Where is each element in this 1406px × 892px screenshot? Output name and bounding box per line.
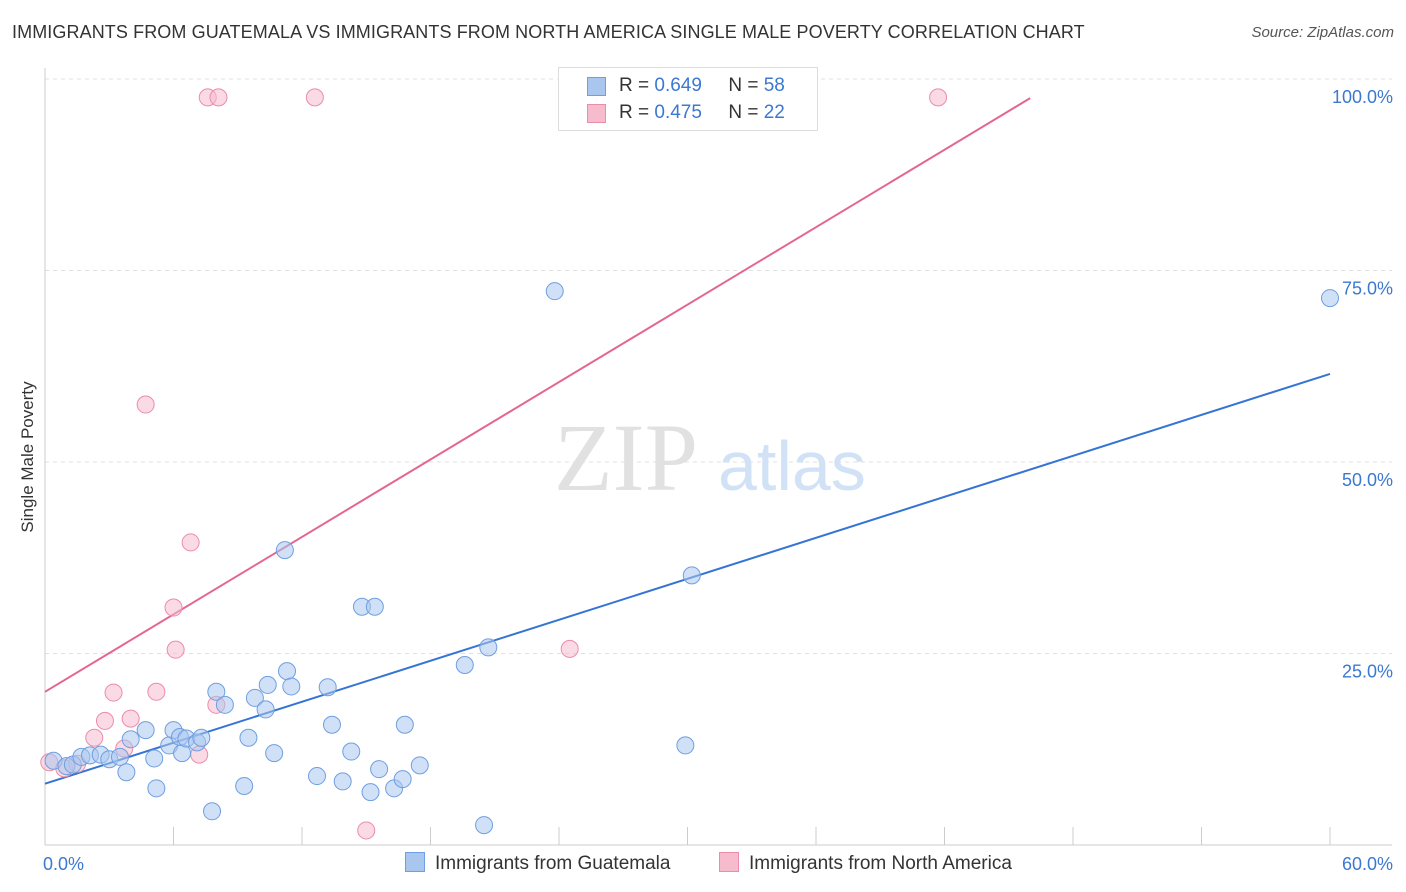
- bottom-legend-swatch-guatemala: [405, 852, 425, 872]
- x-tick-label: 0.0%: [43, 854, 84, 874]
- bottom-legend-guatemala: Immigrants from Guatemala: [405, 852, 670, 875]
- bottom-legend-swatch-north-america: [719, 852, 739, 872]
- data-point-guatemala: [307, 767, 326, 786]
- data-point-guatemala: [365, 597, 384, 616]
- tick-labels: 25.0% 50.0% 75.0% 100.0% 0.0% 60.0%: [43, 87, 1393, 874]
- data-point-north-america: [305, 88, 324, 107]
- bottom-legend-label-guatemala: Immigrants from Guatemala: [435, 853, 671, 874]
- data-point-guatemala: [322, 715, 341, 734]
- data-point-guatemala: [545, 282, 564, 301]
- data-point-guatemala: [1321, 289, 1339, 308]
- gridlines: [45, 78, 1392, 654]
- data-point-guatemala: [136, 721, 155, 740]
- data-point-guatemala: [410, 756, 429, 775]
- data-point-guatemala: [282, 677, 301, 696]
- data-point-north-america: [121, 709, 140, 728]
- data-point-north-america: [147, 682, 166, 701]
- axes: [44, 68, 1392, 846]
- bottom-legend-north-america: Immigrants from North America: [719, 852, 1012, 875]
- data-point-guatemala: [258, 675, 277, 694]
- legend-r-value: 0.649: [654, 75, 702, 96]
- legend-n-value: 58: [763, 75, 785, 96]
- data-point-guatemala: [333, 772, 352, 791]
- data-point-north-america: [104, 683, 123, 702]
- data-point-guatemala: [235, 777, 254, 796]
- data-point-guatemala: [215, 695, 234, 714]
- data-point-north-america: [560, 639, 579, 658]
- data-point-guatemala: [479, 638, 498, 657]
- legend-r-label: R =: [619, 75, 650, 96]
- data-point-north-america: [164, 598, 183, 617]
- data-point-guatemala: [361, 783, 380, 802]
- data-point-north-america: [136, 395, 155, 414]
- source-label: Source: ZipAtlas.com: [1251, 24, 1394, 41]
- data-point-guatemala: [393, 770, 412, 789]
- legend-n-label: N =: [728, 75, 759, 96]
- y-tick-label: 75.0%: [1342, 279, 1393, 299]
- data-point-guatemala: [145, 749, 164, 768]
- watermark-atlas: atlas: [718, 427, 866, 505]
- legend: R = 0.649 N = 58 R = 0.475 N = 22: [558, 67, 818, 131]
- data-point-guatemala: [275, 541, 294, 560]
- data-points: [40, 88, 1339, 840]
- legend-r-label: R =: [619, 102, 650, 123]
- data-point-guatemala: [203, 802, 222, 821]
- trend-line-north-america: [44, 97, 1031, 693]
- data-point-north-america: [209, 88, 228, 107]
- legend-r-value: 0.475: [654, 102, 702, 123]
- data-point-guatemala: [318, 678, 337, 697]
- x-tick-label: 60.0%: [1342, 854, 1393, 874]
- data-point-guatemala: [682, 566, 701, 585]
- data-point-guatemala: [121, 730, 140, 749]
- data-point-guatemala: [192, 728, 211, 747]
- data-point-guatemala: [245, 688, 264, 707]
- data-point-guatemala: [370, 760, 389, 779]
- data-point-guatemala: [395, 715, 414, 734]
- data-point-north-america: [166, 640, 185, 659]
- bottom-legend-label-north-america: Immigrants from North America: [749, 853, 1012, 874]
- data-point-guatemala: [342, 742, 361, 761]
- data-point-guatemala: [256, 700, 275, 719]
- legend-n-value: 22: [763, 102, 785, 123]
- y-tick-label: 50.0%: [1342, 470, 1393, 490]
- data-point-north-america: [181, 533, 200, 552]
- data-point-guatemala: [117, 763, 136, 782]
- data-point-guatemala: [239, 728, 258, 747]
- y-tick-label: 100.0%: [1332, 87, 1393, 107]
- data-point-north-america: [95, 711, 114, 730]
- data-point-north-america: [929, 88, 948, 107]
- chart-title: IMMIGRANTS FROM GUATEMALA VS IMMIGRANTS …: [12, 22, 1085, 42]
- legend-n-label: N =: [728, 102, 759, 123]
- data-point-guatemala: [278, 662, 297, 681]
- data-point-north-america: [85, 728, 104, 747]
- data-point-guatemala: [207, 682, 226, 701]
- data-point-guatemala: [110, 747, 129, 766]
- data-point-guatemala: [455, 655, 474, 674]
- y-tick-label: 25.0%: [1342, 662, 1393, 682]
- y-axis-label: Single Male Poverty: [18, 381, 37, 533]
- data-point-guatemala: [147, 779, 166, 798]
- data-point-guatemala: [265, 744, 284, 763]
- data-point-north-america: [357, 821, 376, 840]
- watermark: ZIP atlas: [554, 404, 866, 511]
- data-point-guatemala: [475, 816, 494, 835]
- legend-swatch-north-america: [587, 104, 606, 123]
- watermark-zip: ZIP: [554, 404, 698, 511]
- data-point-guatemala: [676, 736, 695, 755]
- legend-swatch-guatemala: [587, 77, 606, 96]
